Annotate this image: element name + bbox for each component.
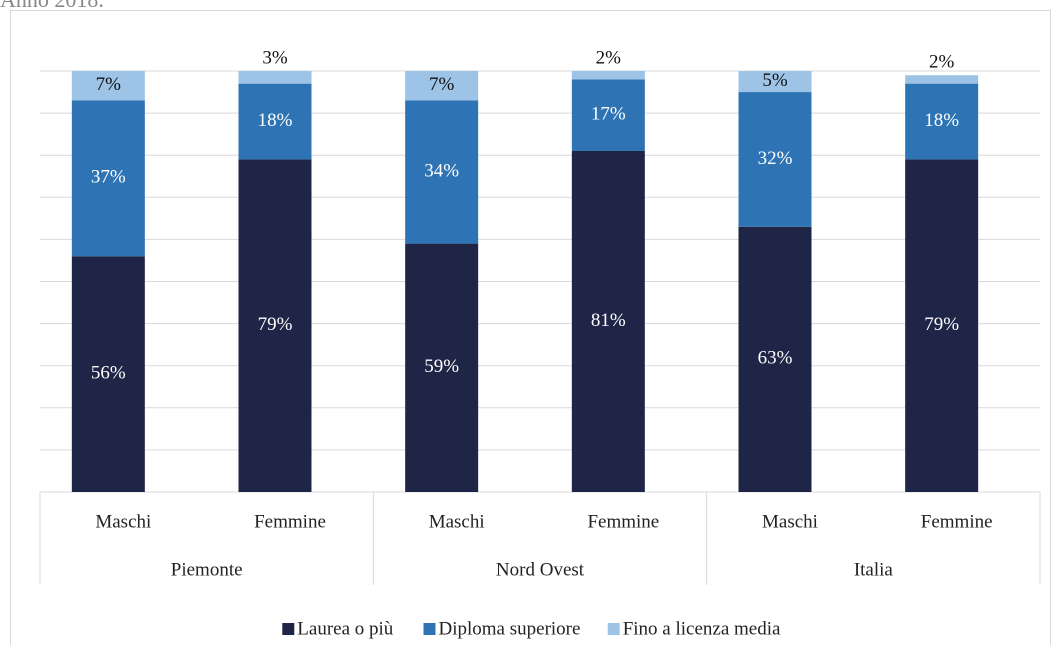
- bar-segment: [71, 71, 145, 101]
- bar-segment: [238, 159, 312, 492]
- bar-segment: [571, 71, 645, 80]
- data-label: 79%: [924, 314, 959, 335]
- data-label: 32%: [758, 148, 793, 169]
- bar-segment: [71, 256, 145, 492]
- x-tick-label: Femmine: [921, 511, 993, 532]
- legend-label: Laurea o più: [297, 618, 394, 639]
- bar-segment: [405, 100, 479, 244]
- bar-segment: [405, 71, 479, 101]
- x-tick-label: Femmine: [587, 511, 659, 532]
- data-label: 18%: [924, 110, 959, 131]
- bar-segment: [905, 83, 979, 160]
- data-label: 81%: [591, 310, 626, 331]
- data-label: 37%: [91, 167, 126, 188]
- bar-segment: [738, 226, 812, 492]
- bar-segment: [571, 79, 645, 151]
- legend-label: Diploma superiore: [439, 618, 581, 639]
- bar-segment: [405, 243, 479, 492]
- group-label: Nord Ovest: [496, 559, 585, 580]
- data-label: 2%: [596, 47, 622, 68]
- x-tick-label: Maschi: [429, 511, 485, 532]
- data-label: 79%: [258, 314, 293, 335]
- data-label: 59%: [424, 356, 459, 377]
- legend-swatch: [607, 623, 620, 635]
- data-label: 2%: [929, 52, 955, 73]
- bar-segment: [238, 83, 312, 160]
- bar-segment: [738, 92, 812, 227]
- data-label: 63%: [758, 348, 793, 369]
- data-label: 7%: [429, 74, 455, 95]
- bar-segment: [905, 75, 979, 84]
- data-label: 17%: [591, 104, 626, 125]
- data-label: 5%: [762, 70, 788, 91]
- bar-segment: [905, 159, 979, 492]
- bar-segment: [238, 71, 312, 84]
- legend-swatch: [423, 623, 436, 635]
- x-tick-label: Femmine: [254, 511, 326, 532]
- data-label: 7%: [96, 74, 122, 95]
- data-label: 18%: [258, 110, 293, 131]
- chart-title: Anno 2018.: [0, 0, 104, 12]
- data-label: 56%: [91, 362, 126, 383]
- data-label: 34%: [424, 160, 459, 181]
- bar-segment: [71, 100, 145, 257]
- legend-swatch: [282, 623, 295, 635]
- bar-segment: [738, 71, 812, 93]
- group-label: Piemonte: [171, 559, 243, 580]
- bar-segment: [571, 150, 645, 493]
- group-label: Italia: [854, 559, 894, 580]
- x-tick-label: Maschi: [762, 511, 818, 532]
- legend-label: Fino a licenza media: [623, 618, 781, 639]
- x-tick-label: Maschi: [95, 511, 151, 532]
- chart-border: [10, 10, 1051, 650]
- data-label: 3%: [262, 47, 288, 68]
